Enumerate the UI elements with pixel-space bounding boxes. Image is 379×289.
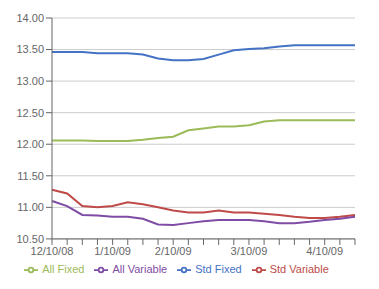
- svg-text:10.50: 10.50: [16, 233, 44, 245]
- html-text:Std Fixed: Std Fixed: [195, 262, 242, 275]
- html-text:Std Variable: Std Variable: [269, 262, 329, 275]
- svg-text:2/10/09: 2/10/09: [155, 245, 192, 257]
- svg-text:12/10/08: 12/10/08: [31, 245, 74, 257]
- svg-text:4/10/09: 4/10/09: [306, 245, 343, 257]
- svg-text:1/10/09: 1/10/09: [94, 245, 131, 257]
- html-text:All Fixed: All Fixed: [42, 262, 85, 275]
- svg-text:14.00: 14.00: [16, 12, 44, 24]
- svg-text:11.00: 11.00: [17, 201, 44, 213]
- html-text:All Variable: All Variable: [112, 262, 168, 275]
- svg-text:12.50: 12.50: [16, 107, 44, 119]
- svg-text:12.00: 12.00: [16, 138, 44, 150]
- svg-text:13.50: 13.50: [16, 43, 44, 55]
- svg-text:11.50: 11.50: [17, 170, 44, 182]
- svg-text:13.00: 13.00: [16, 75, 44, 87]
- svg-text:3/10/09: 3/10/09: [231, 245, 268, 257]
